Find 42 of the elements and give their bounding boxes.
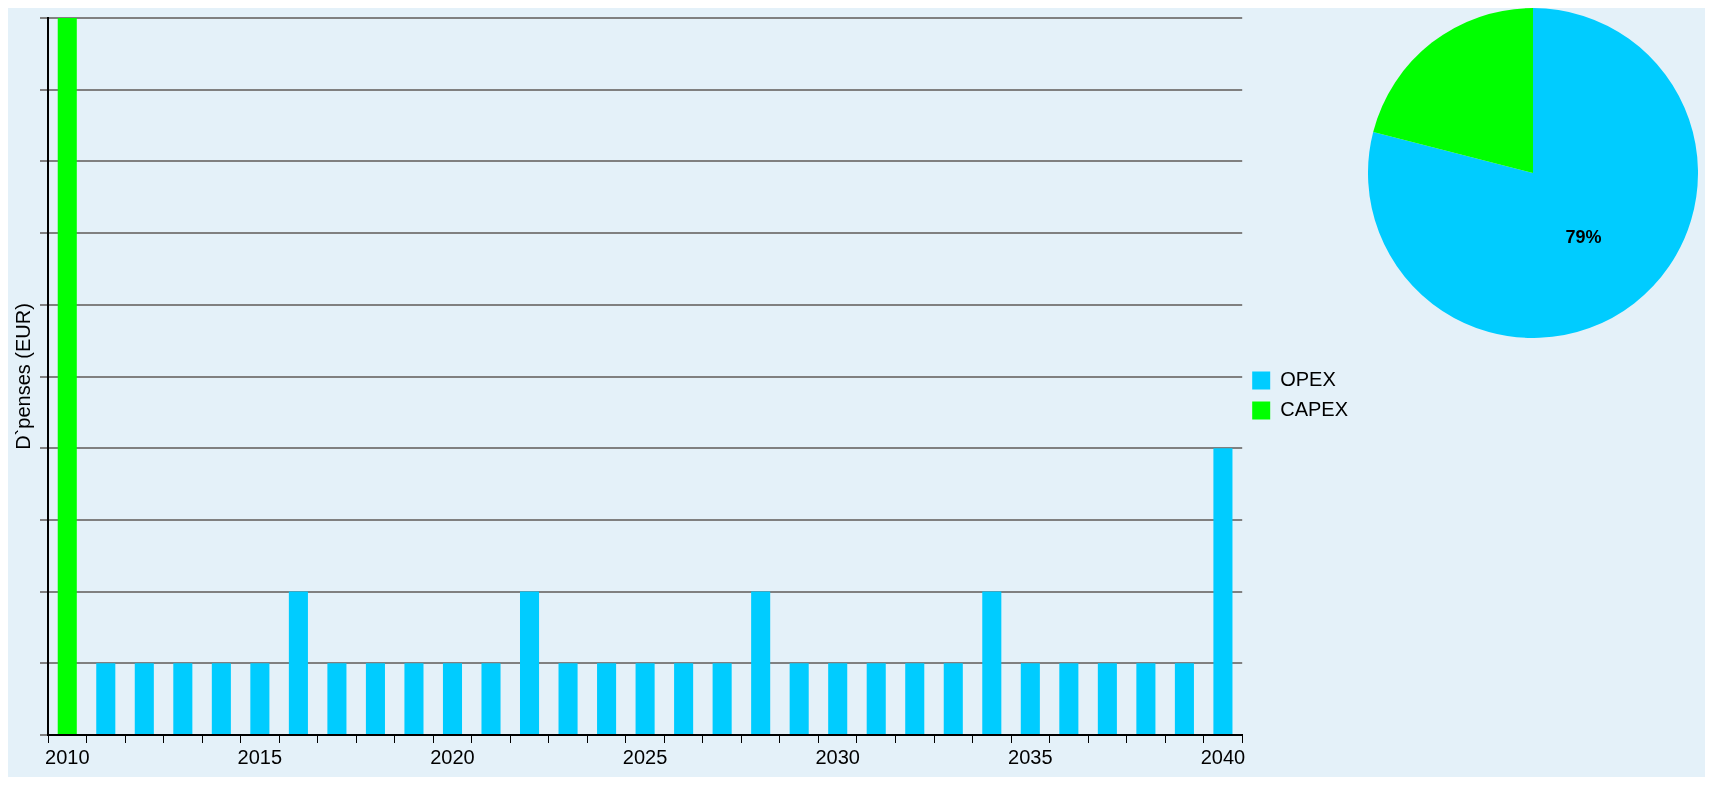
legend-label: OPEX <box>1280 368 1336 391</box>
bar <box>982 591 1002 734</box>
bar <box>96 663 116 734</box>
bar <box>520 591 540 734</box>
bar <box>751 591 771 734</box>
bar <box>943 663 963 734</box>
bar <box>905 663 925 734</box>
bar <box>481 663 501 734</box>
y-axis-title: D`penses (EUR) <box>11 303 34 450</box>
bar <box>1174 663 1194 734</box>
bar <box>828 663 848 734</box>
x-tick-label: 2010 <box>45 745 90 768</box>
bar <box>134 663 154 734</box>
bar <box>1136 663 1156 734</box>
x-tick-label: 2035 <box>1008 745 1053 768</box>
bar <box>365 663 385 734</box>
bar <box>288 591 308 734</box>
x-tick-label: 2015 <box>237 745 283 768</box>
bar <box>674 663 694 734</box>
bar <box>635 663 655 734</box>
bar <box>404 663 424 734</box>
bar <box>712 663 732 734</box>
x-tick-label: 2025 <box>622 745 668 768</box>
bar <box>866 663 886 734</box>
bar <box>789 663 809 734</box>
bar <box>211 663 231 734</box>
bar <box>442 663 463 734</box>
bar <box>173 663 193 734</box>
data-label: 79% <box>1565 227 1602 248</box>
bar <box>250 663 270 734</box>
bar <box>57 18 77 734</box>
x-tick-label: 2020 <box>430 745 475 768</box>
bar <box>327 663 347 734</box>
bar <box>1213 448 1233 734</box>
bar <box>1059 663 1079 734</box>
bar <box>1020 663 1040 734</box>
bar <box>558 663 578 734</box>
legend-label: CAPEX <box>1280 398 1349 421</box>
x-tick-label: 2030 <box>815 745 860 768</box>
bar <box>1097 663 1117 734</box>
x-tick-label: 2040 <box>1200 745 1246 768</box>
bar <box>597 663 617 734</box>
